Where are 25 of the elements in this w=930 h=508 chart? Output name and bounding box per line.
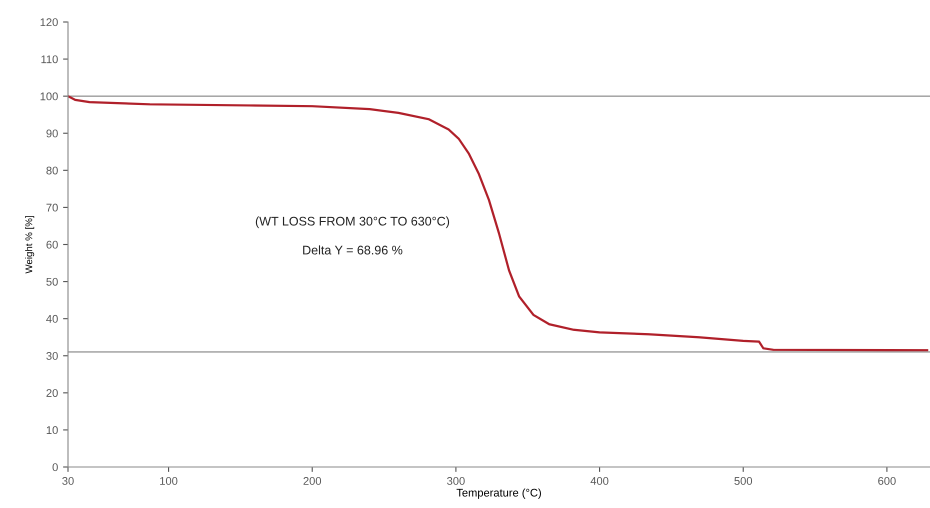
y-tick-label: 110 xyxy=(41,55,58,64)
y-tick-label: 90 xyxy=(46,130,58,138)
y-tick-label: 120 xyxy=(40,18,58,26)
y-tick-label: 20 xyxy=(46,389,58,397)
x-tick-label: 500 xyxy=(734,477,752,485)
x-axis-title: Temperature (°C) xyxy=(456,488,541,499)
x-tick-label: 30 xyxy=(62,477,74,485)
x-tick-label: 300 xyxy=(447,477,465,485)
y-tick-label: 60 xyxy=(46,240,58,249)
x-tick-label: 600 xyxy=(878,477,896,485)
y-tick-label: 50 xyxy=(46,278,58,286)
y-tick-label: 70 xyxy=(46,204,58,212)
x-tick-label: 100 xyxy=(160,477,178,485)
y-tick-label: 80 xyxy=(46,166,58,174)
x-tick-label: 400 xyxy=(590,477,608,485)
y-axis-title: Weight % [%] xyxy=(25,216,34,274)
annotation: (WT LOSS FROM 30°C TO 630°C) xyxy=(256,216,450,228)
y-tick-label: 40 xyxy=(46,314,58,323)
y-tick-label: 10 xyxy=(46,426,58,434)
y-tick-label: 0 xyxy=(52,463,58,472)
annotation: Delta Y = 68.96 % xyxy=(303,245,402,255)
y-tick-label: 100 xyxy=(40,92,58,100)
y-tick-label: 30 xyxy=(46,352,58,360)
line-series xyxy=(68,95,928,352)
x-tick-label: 200 xyxy=(304,477,322,485)
